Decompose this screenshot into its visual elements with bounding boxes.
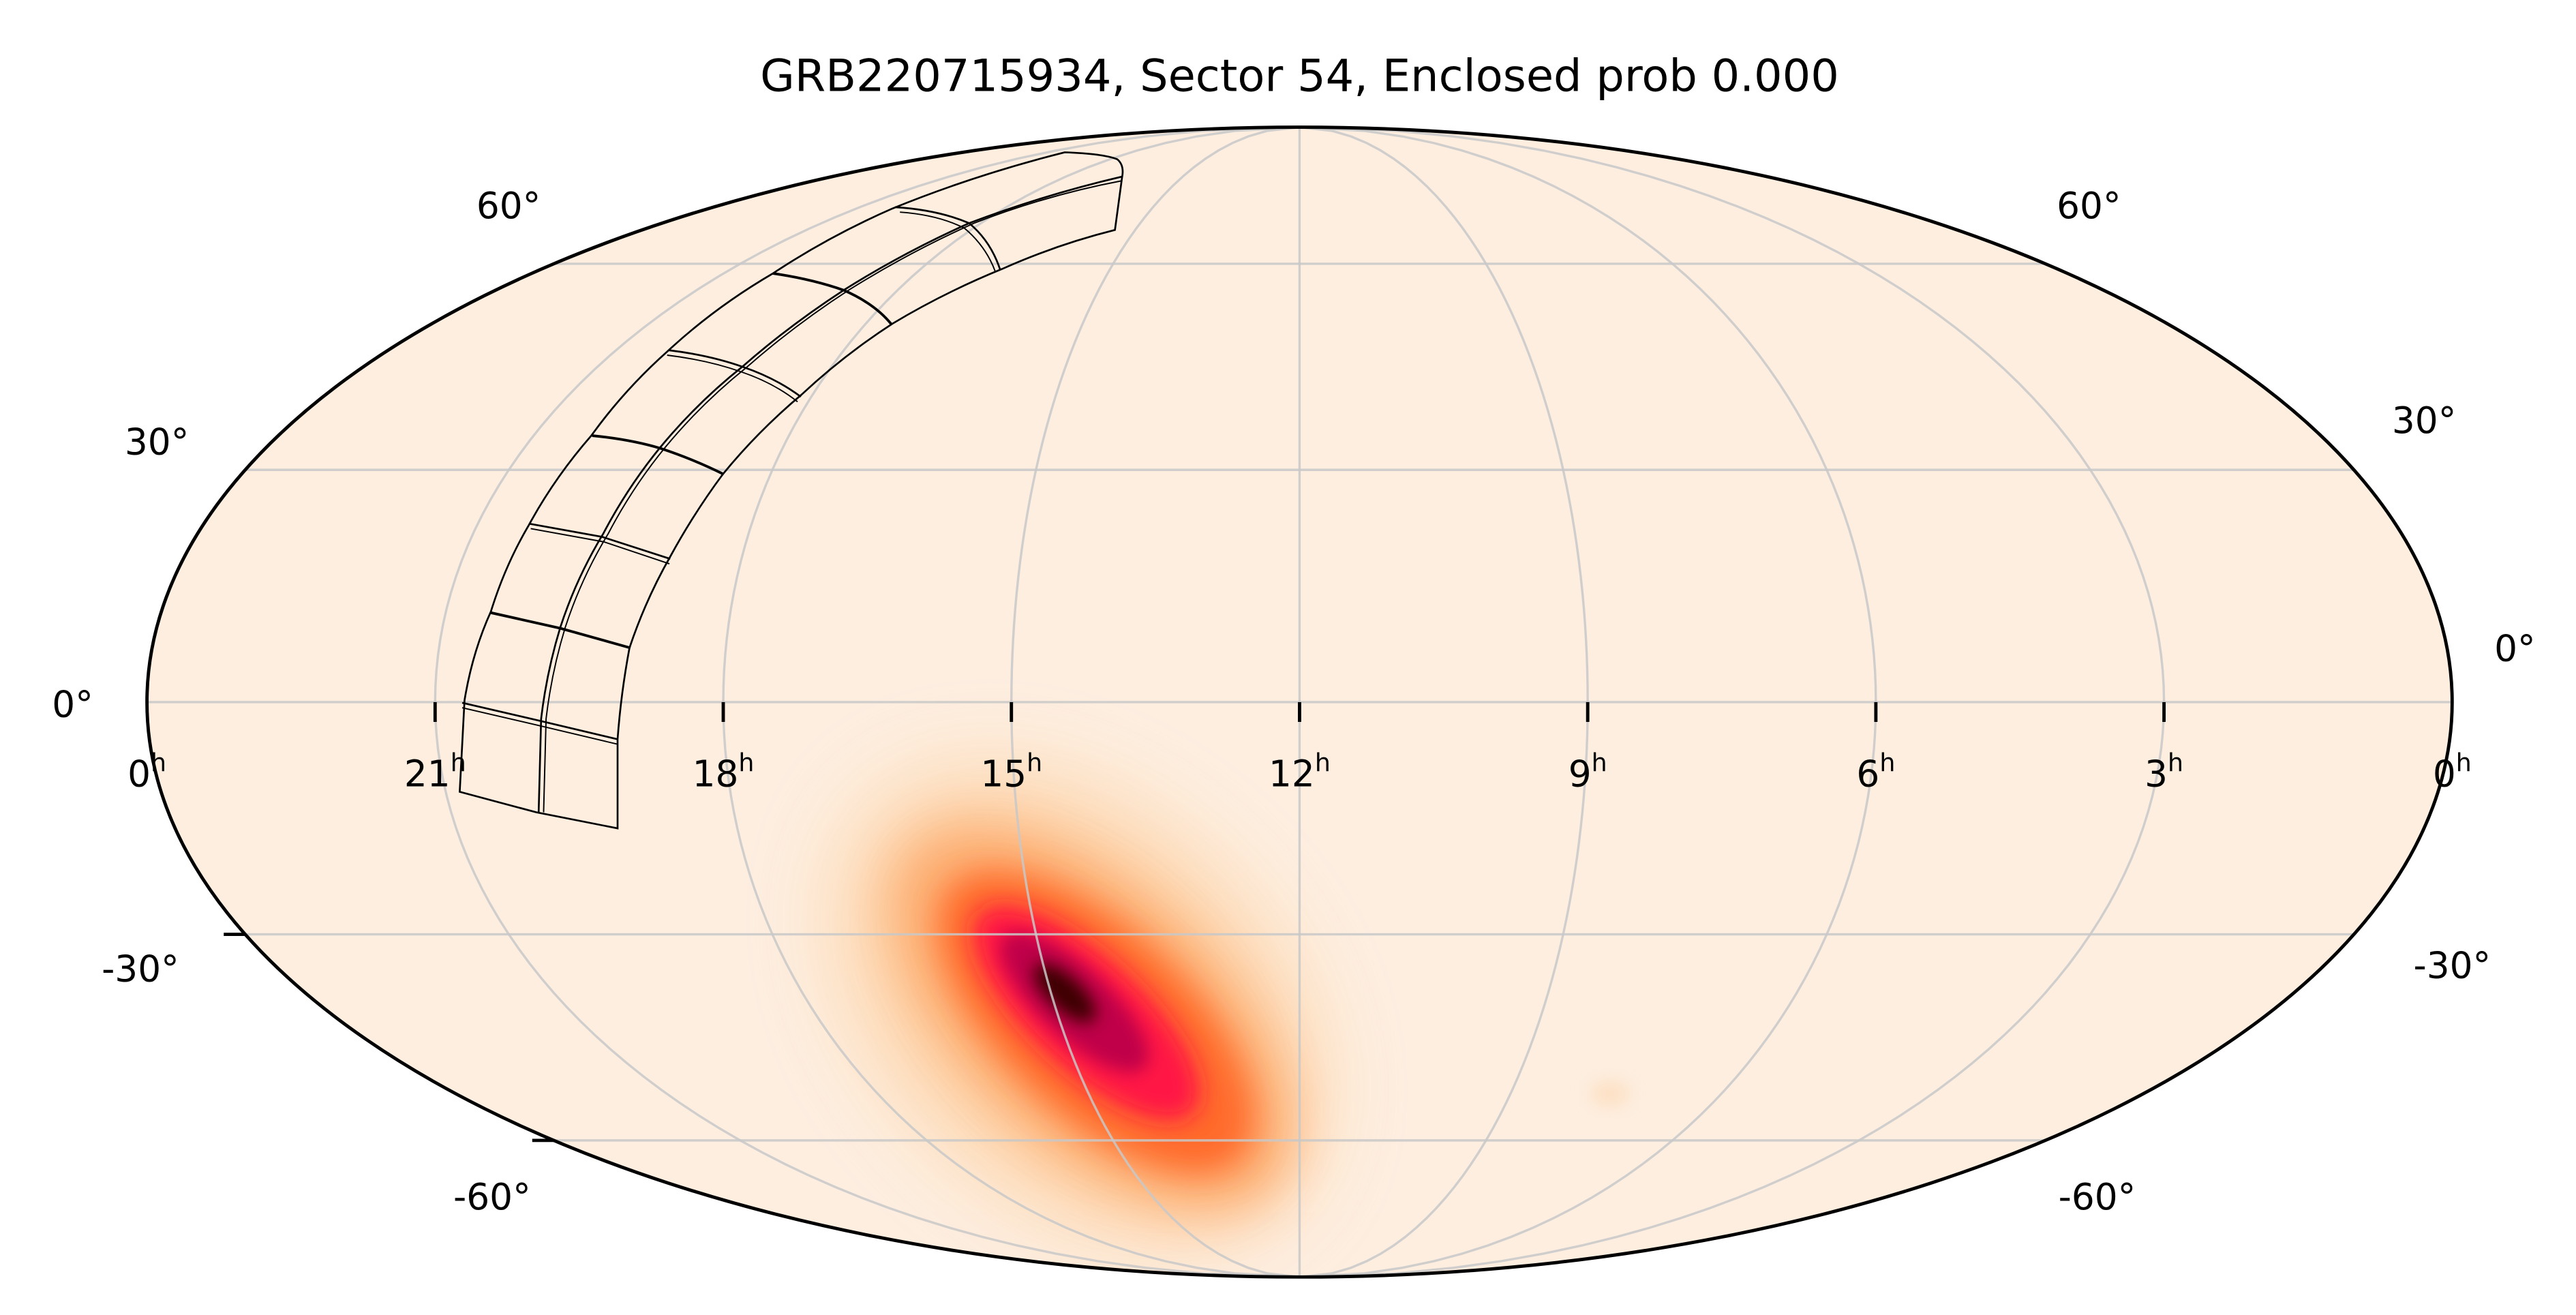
ra-tick-unit: h — [1315, 749, 1331, 778]
tess-sector-footprint — [459, 151, 1124, 830]
ra-tick-value: 3 — [2145, 753, 2168, 796]
dec-tick-label-left: 60° — [476, 185, 541, 227]
ra-tick-value: 9 — [1569, 753, 1592, 796]
ra-tick-value: 18 — [693, 753, 739, 796]
ra-tick-label: 21h — [404, 749, 466, 796]
ra-tick-unit: h — [1027, 749, 1042, 778]
ra-tick-label: 6h — [1856, 749, 1895, 796]
heatmap-level-6 — [1033, 963, 1096, 1023]
footprint-ccd-boundary — [461, 701, 618, 740]
footprint-ccd-boundary — [530, 528, 670, 565]
axis-ticks — [224, 701, 2166, 1143]
dec-tick-label-right: -30° — [2413, 945, 2491, 987]
ra-tick-label: 12h — [1269, 749, 1331, 796]
footprint-seam-double — [543, 180, 1123, 813]
dec-tick-label-right: -60° — [2059, 1176, 2136, 1218]
ra-tick-unit: h — [451, 749, 466, 778]
dec-tick-label-left: 30° — [125, 421, 189, 463]
sky-boundary — [145, 125, 2454, 1279]
ra-tick-label: 0h — [127, 749, 166, 796]
ra-tick-label: 0h — [2433, 749, 2472, 796]
probability-heatmap — [834, 768, 1630, 1241]
footprint-ccd-boundary — [894, 206, 1001, 271]
ra-tick-value: 21 — [404, 753, 451, 796]
heatmap-faint-spot — [1590, 1080, 1630, 1107]
ra-tick-label: 18h — [693, 749, 755, 796]
ra-tick-unit: h — [151, 749, 166, 778]
ra-tick-label: 15h — [980, 749, 1042, 796]
dec-tick-label-left: -60° — [453, 1176, 531, 1218]
footprint-outline — [459, 151, 1124, 830]
ra-tick-label: 3h — [2145, 749, 2183, 796]
footprint-ccd-boundary — [667, 354, 798, 403]
ra-tick-value: 0 — [2433, 753, 2456, 796]
ra-tick-value: 12 — [1269, 753, 1315, 796]
footprint-ccd-boundary — [528, 522, 671, 560]
footprint-ccd-boundary — [668, 349, 802, 398]
ra-tick-unit: h — [2456, 749, 2472, 778]
ra-tick-unit: h — [1879, 749, 1895, 778]
footprint-ccd-boundary — [592, 434, 725, 476]
dec-tick-label-right: 0° — [2494, 627, 2536, 669]
dec-tick-label-left: -30° — [102, 948, 179, 990]
ra-tick-value: 15 — [980, 753, 1027, 796]
dec-tick-label-right: 30° — [2392, 399, 2456, 442]
dec-tick-label-right: 60° — [2057, 185, 2121, 227]
footprint-ccd-boundary — [461, 707, 618, 745]
ra-tick-unit: h — [738, 749, 754, 778]
footprint-ccd-boundary — [772, 272, 893, 326]
dec-tick-label-left: 0° — [52, 684, 93, 726]
ra-tick-value: 0 — [127, 753, 151, 796]
footprint-ccd-boundary — [490, 611, 631, 650]
ra-tick-unit: h — [1592, 749, 1607, 778]
ra-tick-value: 6 — [1856, 753, 1879, 796]
ra-tick-label: 9h — [1569, 749, 1607, 796]
chart-title: GRB220715934, Sector 54, Enclosed prob 0… — [760, 50, 1839, 102]
ra-tick-unit: h — [2168, 749, 2183, 778]
footprint-ccd-boundary — [900, 211, 996, 272]
